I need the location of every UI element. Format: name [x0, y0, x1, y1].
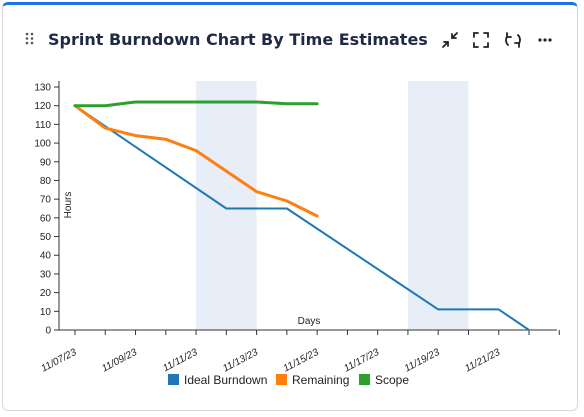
- y-tick-label: 50: [40, 232, 52, 243]
- x-tick-label: 11/21/23: [463, 347, 502, 375]
- y-tick-label: 120: [34, 101, 51, 112]
- y-tick-label: 0: [45, 326, 51, 337]
- y-tick-label: 10: [40, 307, 52, 318]
- drag-handle-icon[interactable]: [25, 32, 35, 46]
- widget-title: Sprint Burndown Chart By Time Estimates: [48, 30, 428, 49]
- y-tick-label: 70: [40, 195, 52, 206]
- x-tick-label: 11/07/23: [40, 347, 79, 375]
- y-tick-label: 80: [40, 176, 52, 187]
- y-tick-label: 110: [35, 120, 51, 131]
- legend-swatch: [359, 374, 370, 385]
- series-line-scope: [73, 100, 319, 108]
- series-line-remaining: [73, 104, 319, 218]
- more-icon[interactable]: [534, 29, 556, 51]
- x-tick-label: 11/15/23: [282, 347, 321, 375]
- series-line-ideal-burndown: [74, 104, 530, 331]
- x-tick-label: 11/19/23: [403, 347, 442, 375]
- x-tick-label: 11/17/23: [342, 347, 381, 375]
- legend-label: Remaining: [292, 373, 349, 387]
- shaded-range-0: [196, 81, 257, 330]
- y-tick-label: 30: [40, 269, 52, 280]
- x-axis-label: Days: [298, 316, 321, 327]
- legend-swatch: [168, 374, 179, 385]
- shaded-range-1: [407, 81, 469, 330]
- x-tick-label: 11/09/23: [100, 347, 139, 375]
- x-tick-label: 11/11/23: [161, 347, 200, 374]
- burndown-widget-card: Sprint Burndown Chart By Time Estimates: [2, 2, 578, 411]
- minimize-icon[interactable]: [439, 29, 461, 51]
- legend-label: Scope: [375, 373, 409, 387]
- y-axis-label: Hours: [63, 192, 74, 219]
- y-tick-label: 60: [40, 213, 52, 224]
- y-tick-label: 90: [40, 157, 52, 168]
- legend-label: Ideal Burndown: [184, 373, 267, 387]
- fullscreen-icon[interactable]: [470, 29, 492, 51]
- y-tick-label: 20: [40, 288, 52, 299]
- y-tick-label: 40: [40, 251, 52, 262]
- x-tick-label: 11/13/23: [221, 347, 260, 375]
- refresh-icon[interactable]: [502, 29, 524, 51]
- legend-swatch: [276, 374, 287, 385]
- y-tick-label: 100: [34, 139, 51, 150]
- y-tick-label: 130: [34, 83, 51, 94]
